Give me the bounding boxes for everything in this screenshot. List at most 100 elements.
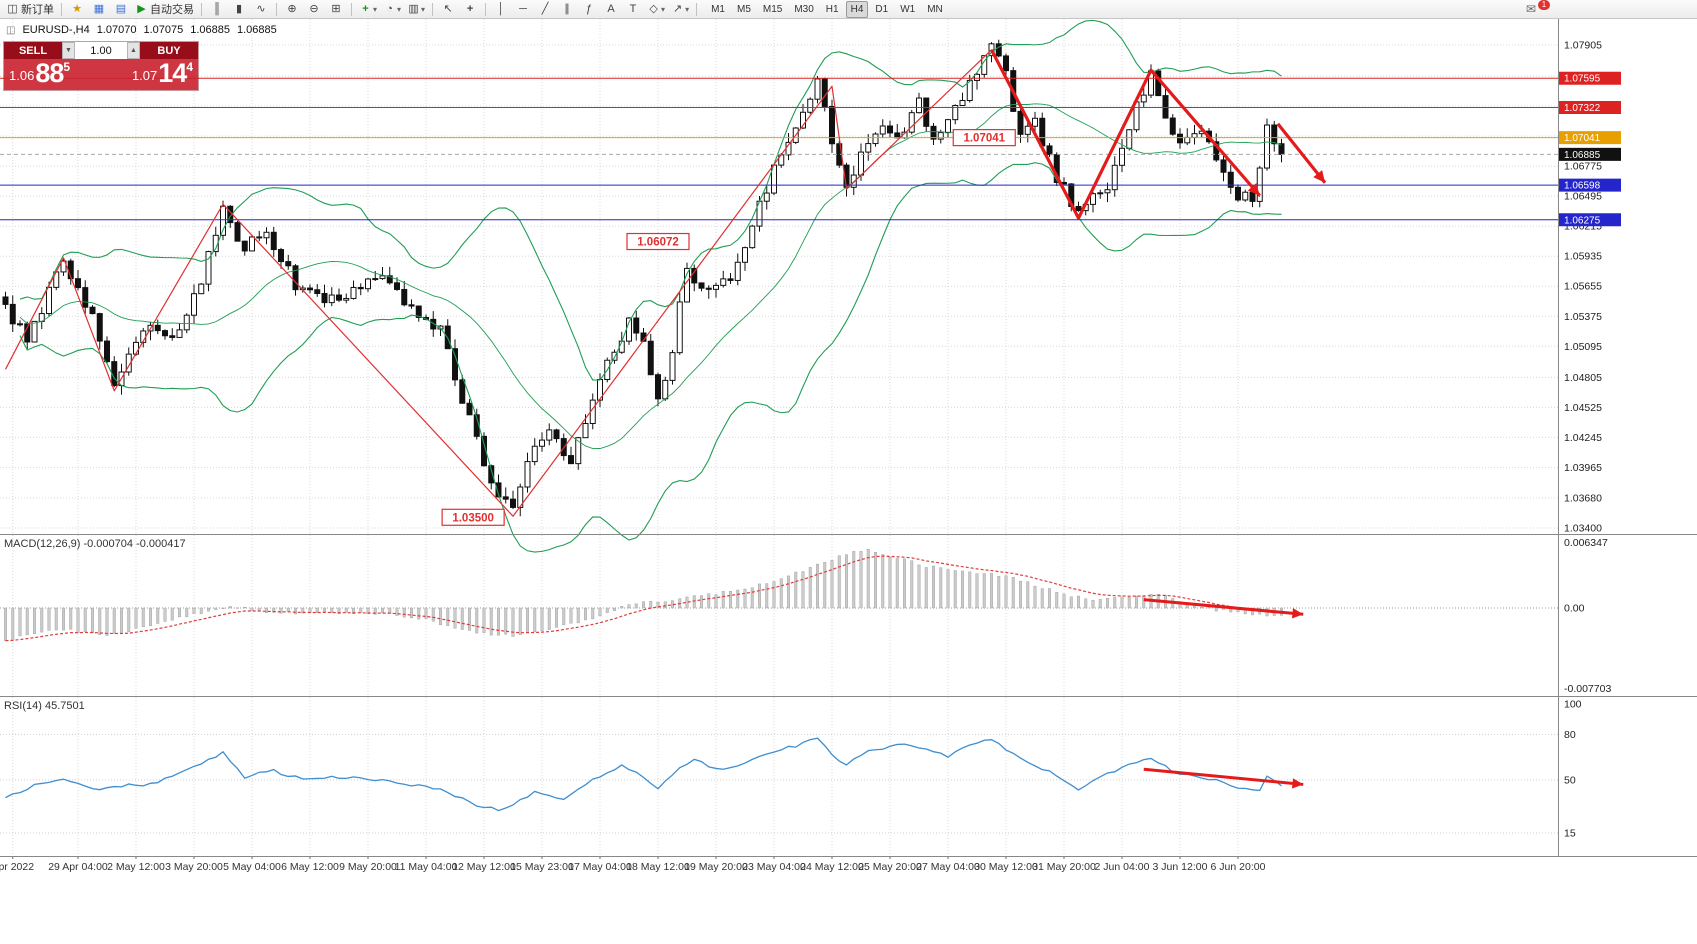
timeframe-m5[interactable]: M5	[736, 3, 751, 15]
macd-trend-arrow[interactable]	[1143, 598, 1304, 616]
svg-text:1.04525: 1.04525	[1564, 402, 1602, 414]
crosshair-button[interactable]: +	[460, 1, 480, 17]
svg-text:31 May 20:00: 31 May 20:00	[1032, 861, 1096, 873]
tile-windows-button[interactable]: ⊞	[326, 1, 346, 17]
equidistant-channel-button[interactable]: ∥	[557, 1, 577, 17]
toolbar-separator	[351, 2, 352, 16]
bid-main: 88	[35, 58, 64, 88]
cursor-button[interactable]: ↖	[438, 1, 458, 17]
volume-input[interactable]: 1.00	[75, 42, 127, 59]
rsi-trend-arrow[interactable]	[1143, 767, 1304, 786]
svg-text:1.06275: 1.06275	[1564, 215, 1601, 226]
svg-text:6 May 12:00: 6 May 12:00	[281, 861, 339, 873]
new-order-button[interactable]: ◫ 新订单	[4, 1, 56, 17]
svg-text:1.03680: 1.03680	[1564, 492, 1602, 504]
trendline-button[interactable]: ╱	[535, 1, 555, 17]
new-order-icon: ◫	[7, 3, 18, 15]
svg-text:19 May 20:00: 19 May 20:00	[684, 861, 748, 873]
envelope-icon: ✉	[1526, 2, 1537, 16]
svg-text:1.07595: 1.07595	[1564, 74, 1601, 85]
crosshair-icon: +	[466, 3, 474, 15]
timeframe-m1[interactable]: M1	[711, 3, 725, 15]
svg-text:1.03500: 1.03500	[452, 512, 494, 524]
arrows-button[interactable]: ↗ ▾	[669, 1, 691, 17]
zoom-in-icon: ⊕	[287, 3, 297, 15]
indicators-add-icon: +	[362, 3, 369, 15]
quote-low: 1.06885	[190, 24, 230, 36]
timeframe-w1[interactable]: W1	[900, 3, 916, 15]
svg-text:1.05095: 1.05095	[1564, 341, 1602, 353]
timeframe-m15[interactable]: M15	[762, 3, 783, 15]
sell-button[interactable]: SELL	[4, 42, 62, 59]
periods-button[interactable]: ◔ ▾	[381, 1, 403, 17]
chart-icon: ◫	[6, 24, 16, 36]
candlestick-chart-icon: ▮	[235, 3, 243, 15]
market-watch-button[interactable]: ▦	[89, 1, 109, 17]
svg-text:23 May 04:00: 23 May 04:00	[742, 861, 806, 873]
indicators-button[interactable]: + ▾	[357, 1, 379, 17]
svg-text:1.05375: 1.05375	[1564, 311, 1602, 323]
rsi-line	[5, 737, 1282, 812]
svg-text:Apr 2022: Apr 2022	[0, 861, 34, 873]
price-callout[interactable]	[952, 129, 1016, 147]
channel-icon: ∥	[564, 3, 570, 15]
timeframe-d1[interactable]: D1	[875, 3, 889, 15]
svg-text:1.06495: 1.06495	[1564, 191, 1602, 203]
price-callout[interactable]	[626, 232, 690, 251]
price-badge	[1559, 71, 1621, 85]
svg-text:100: 100	[1564, 699, 1582, 711]
bid-price: 1.06 88 5	[9, 58, 70, 88]
templates-button[interactable]: ▥ ▾	[405, 1, 427, 17]
market-watch-icon: ▦	[93, 3, 105, 15]
timeframe-mn[interactable]: MN	[927, 3, 943, 15]
timeframe-h1[interactable]: H1	[825, 3, 839, 15]
chart-window[interactable]: MACD(12,26,9) -0.000704 -0.000417 0.00634…	[0, 19, 1697, 944]
time-axis[interactable]: Apr 2022 29 Apr 04:002 May 12:003 May 20:…	[0, 856, 1266, 873]
volume-decrease-button[interactable]: ▼	[62, 42, 75, 59]
volume-up-icon: ▲	[130, 47, 137, 54]
profiles-icon: ★	[72, 3, 82, 15]
vertical-line-button[interactable]: │	[491, 1, 511, 17]
notification-badge: 1	[1538, 0, 1550, 10]
label-button[interactable]: T	[623, 1, 643, 17]
autotrading-button[interactable]: ▶ 自动交易	[133, 1, 196, 17]
price-badge	[1559, 101, 1621, 115]
horizontal-line-button[interactable]: ─	[513, 1, 533, 17]
ask-main: 14	[158, 58, 187, 88]
svg-text:3 May 20:00: 3 May 20:00	[165, 861, 223, 873]
annotations[interactable]: 1.07041 1.06072 1.03500	[4, 49, 1327, 526]
panel-separators[interactable]	[0, 534, 1697, 857]
candlestick-chart-button[interactable]: ▮	[229, 1, 249, 17]
price-axis[interactable]: 1.079051.067751.064951.062151.059351.056…	[1558, 19, 1622, 856]
chevron-down-icon: ▾	[397, 4, 402, 14]
zoom-out-button[interactable]: ⊖	[304, 1, 324, 17]
buy-button[interactable]: BUY	[140, 42, 198, 59]
toolbar-separator	[276, 2, 277, 16]
shapes-button[interactable]: ◇ ▾	[645, 1, 667, 17]
autotrading-button-label: 自动交易	[150, 4, 194, 16]
navigator-button[interactable]: ▤	[111, 1, 131, 17]
notifications-icon[interactable]: ✉ 1	[1526, 0, 1550, 17]
level-lines[interactable]	[0, 77, 1558, 221]
timeframe-m30[interactable]: M30	[794, 3, 814, 15]
periods-icon: ◔	[386, 3, 393, 15]
profiles-button[interactable]: ★	[67, 1, 87, 17]
toolbar-separator	[696, 2, 698, 16]
price-callout[interactable]	[441, 508, 505, 526]
volume-increase-button[interactable]: ▲	[127, 42, 140, 59]
timeframe-h4[interactable]: H4	[845, 0, 869, 18]
autotrading-play-icon: ▶	[137, 3, 146, 15]
svg-text:6 Jun 20:00: 6 Jun 20:00	[1211, 861, 1266, 873]
bar-chart-icon: ║	[213, 3, 221, 15]
svg-text:11 May 04:00: 11 May 04:00	[395, 861, 458, 873]
text-button[interactable]: A	[601, 1, 621, 17]
quote-bar: ◫ EURUSD-,H4 1.07070 1.07075 1.06885 1.0…	[6, 24, 277, 36]
zoom-in-button[interactable]: ⊕	[282, 1, 302, 17]
bar-chart-button[interactable]: ║	[207, 1, 227, 17]
svg-text:1.04245: 1.04245	[1564, 432, 1602, 444]
line-chart-button[interactable]: ∿	[251, 1, 271, 17]
price-badge	[1559, 178, 1621, 192]
fibonacci-button[interactable]: ƒ	[579, 1, 599, 17]
trendline-icon: ╱	[541, 3, 549, 15]
